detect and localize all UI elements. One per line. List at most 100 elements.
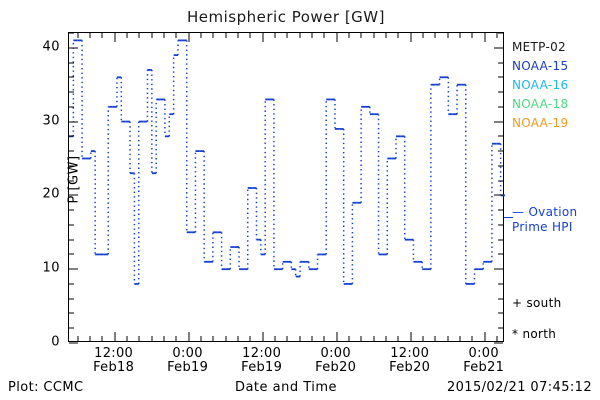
y-tick-minor-right: [498, 180, 503, 182]
x-tick-minor: [397, 336, 399, 341]
y-tick-label: 10: [42, 260, 60, 276]
y-tick-label: 40: [42, 39, 60, 55]
x-tick-major-top: [410, 33, 412, 42]
y-tick-minor: [69, 165, 74, 167]
legend-ovation-line2: Prime HPI: [512, 220, 573, 234]
y-tick-minor-right: [498, 253, 503, 255]
y-tick-minor-right: [498, 32, 503, 34]
x-tick-minor: [348, 336, 350, 341]
y-tick-major: [69, 194, 78, 196]
y-tick-minor: [69, 327, 74, 329]
x-tick-minor: [471, 336, 473, 341]
plot-area: [68, 32, 505, 344]
x-tick-minor-top: [397, 33, 399, 38]
x-tick-date: Feb20: [315, 360, 357, 375]
y-tick-minor: [69, 150, 74, 152]
x-tick-minor-top: [101, 33, 103, 38]
x-tick-major: [188, 332, 190, 341]
y-tick-minor: [69, 135, 74, 137]
y-tick-minor-right: [498, 312, 503, 314]
x-tick-minor: [249, 336, 251, 341]
y-tick-minor-right: [498, 298, 503, 300]
x-tick-minor: [237, 336, 239, 341]
y-tick-minor-right: [498, 106, 503, 108]
y-tick-minor-right: [498, 209, 503, 211]
legend-item-noaa-16: NOAA-16: [512, 78, 569, 92]
x-tick-minor-top: [496, 33, 498, 38]
y-tick-major: [69, 47, 78, 49]
x-tick-minor: [385, 336, 387, 341]
x-tick-minor-top: [348, 33, 350, 38]
y-tick-minor: [69, 224, 74, 226]
x-tick-minor: [311, 336, 313, 341]
x-tick-major-top: [336, 33, 338, 42]
x-tick-minor-top: [385, 33, 387, 38]
x-tick-minor-top: [163, 33, 165, 38]
x-tick-minor: [212, 336, 214, 341]
x-tick-label: 0:00 Feb20: [291, 347, 381, 375]
x-tick-minor: [175, 336, 177, 341]
x-tick-minor-top: [459, 33, 461, 38]
x-tick-minor-top: [249, 33, 251, 38]
x-tick-minor-top: [175, 33, 177, 38]
x-tick-minor: [225, 336, 227, 341]
x-tick-minor-top: [299, 33, 301, 38]
y-tick-label: 20: [42, 186, 60, 202]
plot-credit: Plot: CCMC: [8, 380, 84, 395]
x-tick-minor: [434, 336, 436, 341]
x-tick-major: [114, 332, 116, 341]
x-tick-time: 0:00: [320, 346, 351, 361]
legend-satellites: METP-02 NOAA-15 NOAA-16 NOAA-18 NOAA-19: [512, 38, 600, 133]
x-tick-minor-top: [200, 33, 202, 38]
x-tick-date: Feb21: [463, 360, 505, 375]
y-tick-minor-right: [498, 327, 503, 329]
plot-timestamp: 2015/02/21 07:45:12: [446, 380, 592, 395]
x-tick-minor: [138, 336, 140, 341]
x-tick-minor-top: [126, 33, 128, 38]
legend-ovation-prime-hpi: — Ovation Prime HPI: [512, 205, 600, 235]
legend-item-noaa-19: NOAA-19: [512, 116, 569, 130]
x-tick-minor-top: [77, 33, 79, 38]
legend-item-noaa-15: NOAA-15: [512, 59, 569, 73]
x-tick-major: [262, 332, 264, 341]
legend-south: + south: [512, 296, 562, 310]
x-tick-minor-top: [311, 33, 313, 38]
x-axis-label: Date and Time: [234, 380, 338, 395]
y-tick-minor: [69, 253, 74, 255]
x-tick-major-top: [114, 33, 116, 42]
x-tick-label: 0:00 Feb21: [439, 347, 529, 375]
x-tick-label: 12:00 Feb20: [365, 347, 455, 375]
x-tick-minor: [360, 336, 362, 341]
x-tick-minor: [373, 336, 375, 341]
x-tick-minor-top: [360, 33, 362, 38]
y-tick-minor: [69, 239, 74, 241]
x-tick-major: [410, 332, 412, 341]
y-tick-major: [69, 268, 78, 270]
x-tick-minor: [496, 336, 498, 341]
x-tick-minor-top: [447, 33, 449, 38]
y-tick-minor: [69, 76, 74, 78]
y-tick-minor-right: [498, 239, 503, 241]
x-tick-minor-top: [471, 33, 473, 38]
y-tick-major-right: [494, 342, 503, 344]
x-tick-minor: [163, 336, 165, 341]
y-tick-minor-right: [498, 150, 503, 152]
x-tick-minor: [151, 336, 153, 341]
y-tick-major-right: [494, 268, 503, 270]
y-tick-minor-right: [498, 224, 503, 226]
ovation-prime-hpi-series: [69, 39, 505, 285]
y-tick-minor: [69, 298, 74, 300]
legend-ovation-dash: —: [512, 205, 525, 219]
x-tick-minor-top: [323, 33, 325, 38]
y-tick-minor-right: [498, 283, 503, 285]
x-tick-minor: [299, 336, 301, 341]
y-tick-major-right: [494, 47, 503, 49]
y-tick-major: [69, 121, 78, 123]
x-tick-time: 0:00: [468, 346, 499, 361]
legend-item-noaa-18: NOAA-18: [512, 97, 569, 111]
x-tick-minor: [89, 336, 91, 341]
x-tick-label: 12:00 Feb19: [217, 347, 307, 375]
legend-north-label: north: [522, 327, 557, 341]
x-tick-minor: [286, 336, 288, 341]
